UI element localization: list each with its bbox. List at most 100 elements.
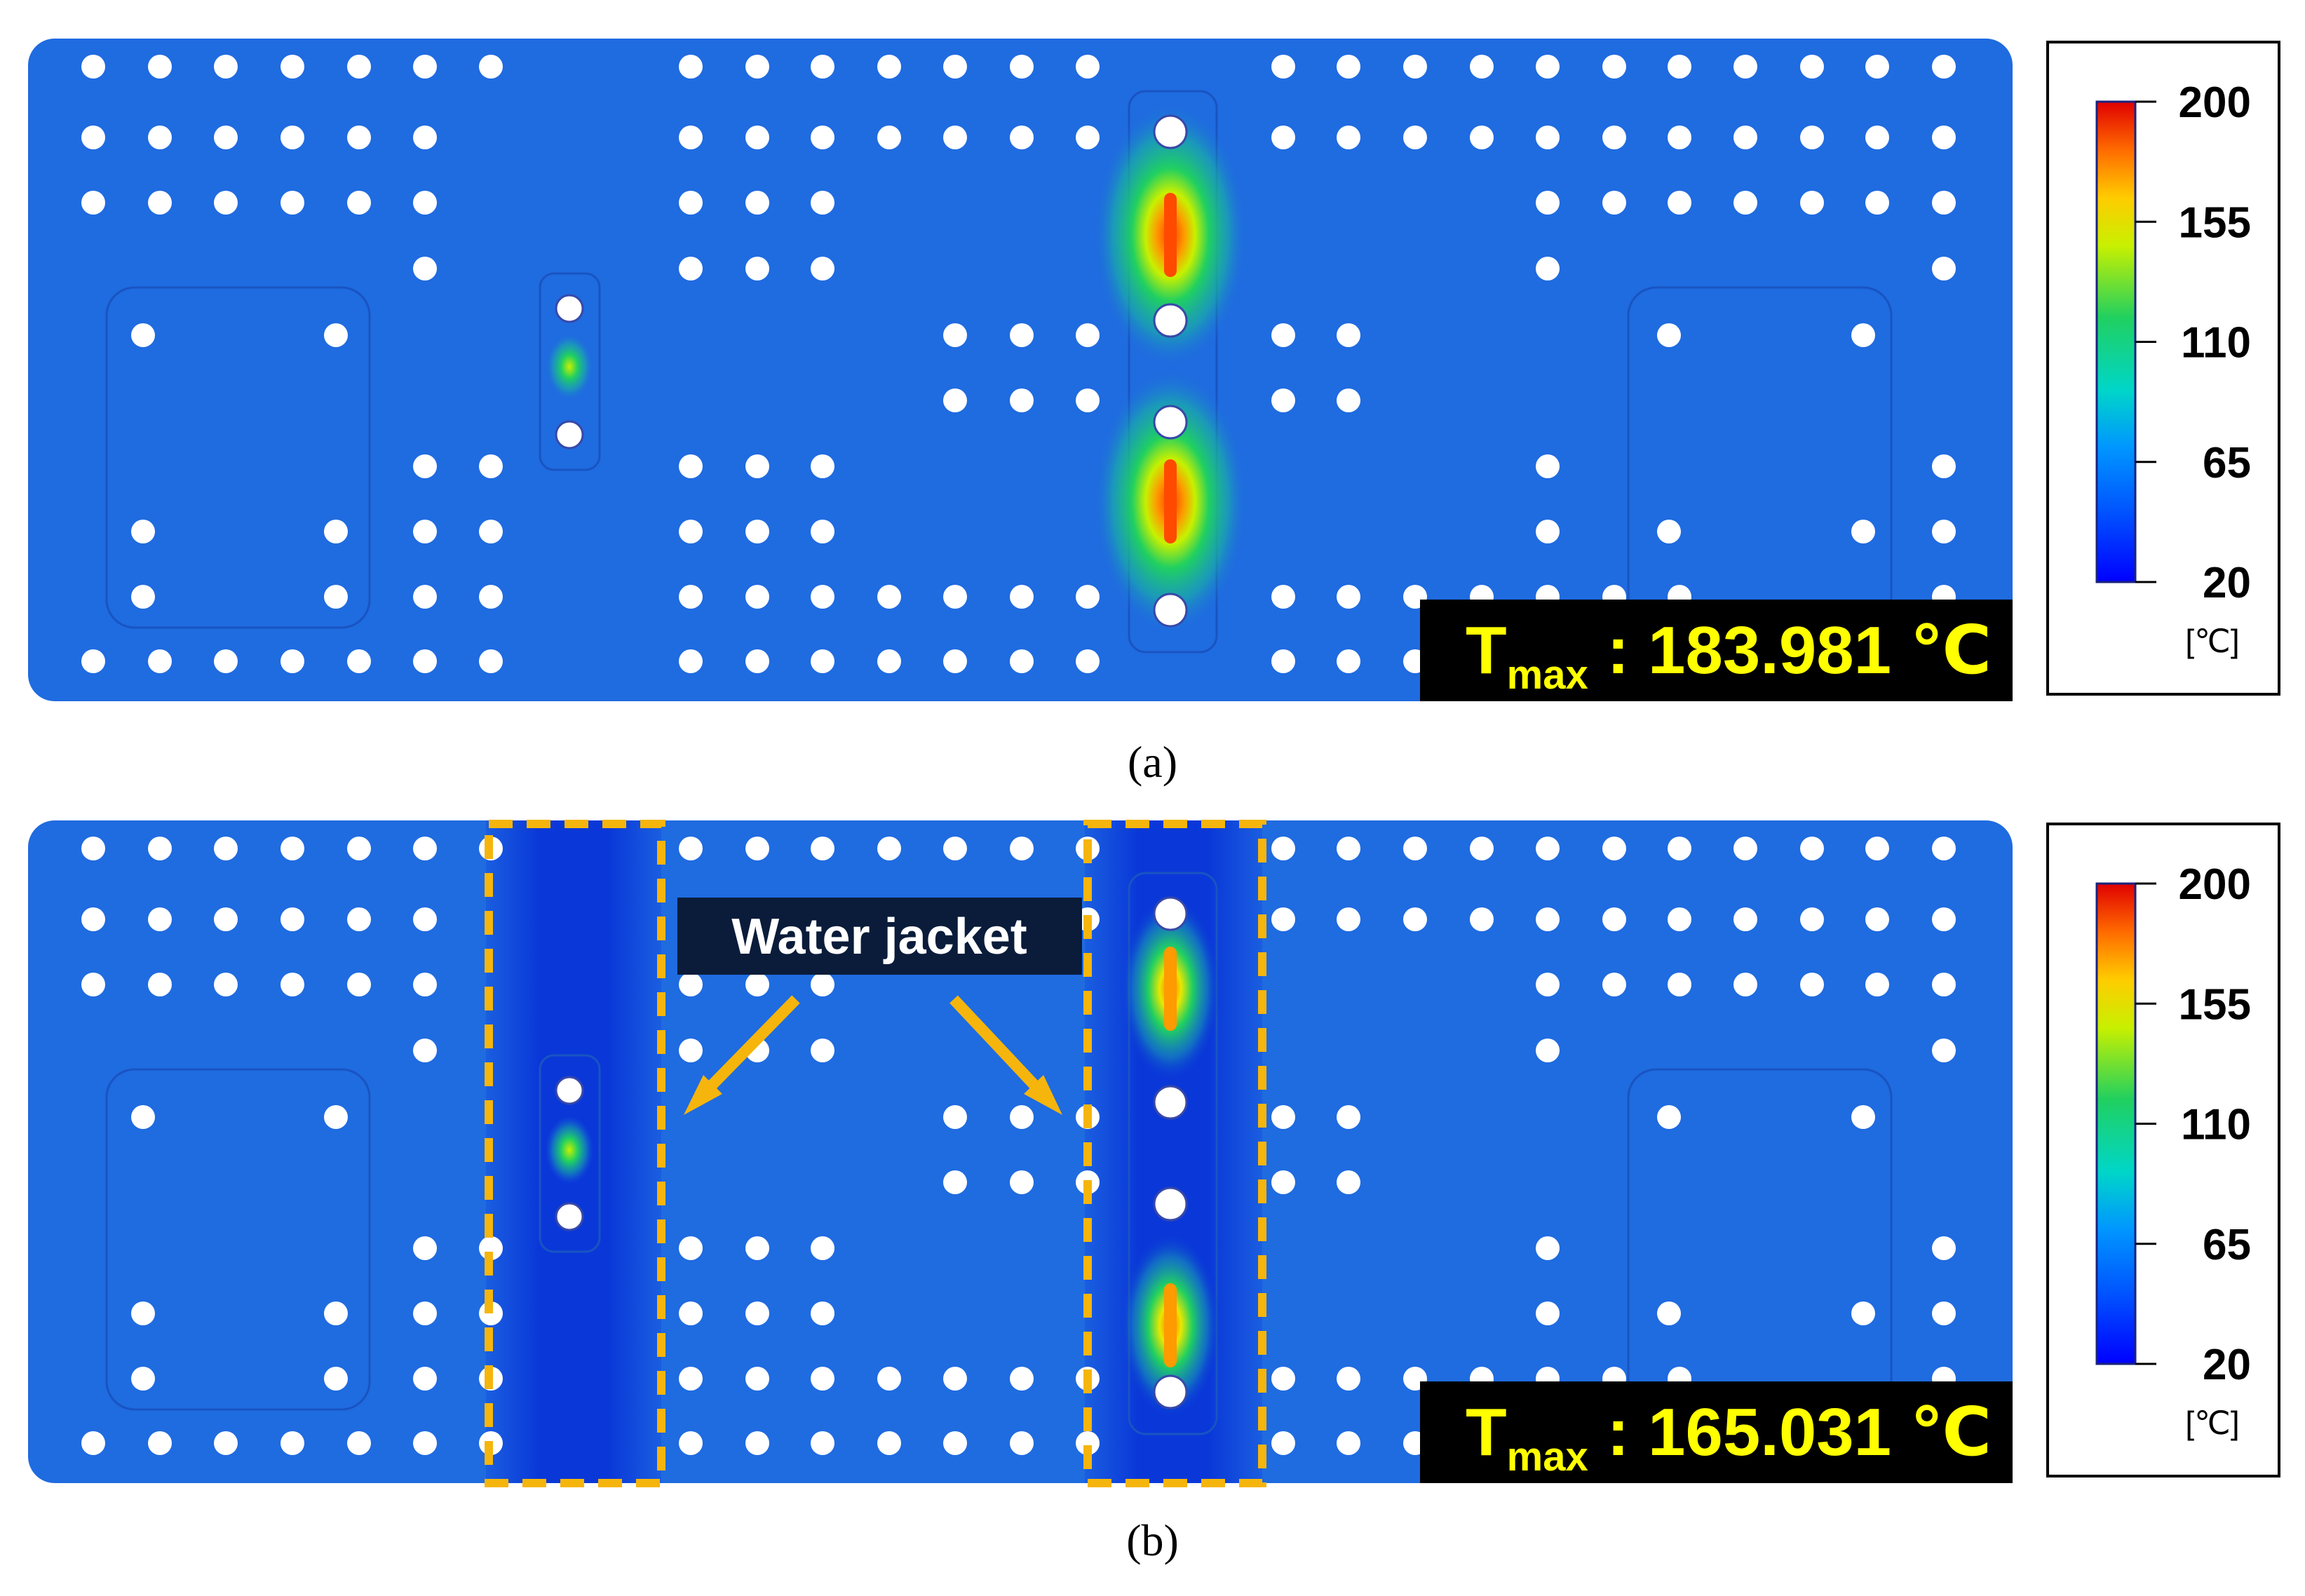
hole — [1668, 55, 1691, 79]
slot-hole — [1153, 1374, 1188, 1409]
hole — [1733, 907, 1757, 931]
hole — [679, 837, 703, 860]
hole — [413, 1301, 437, 1325]
hole — [679, 649, 703, 673]
hole — [1337, 1170, 1360, 1194]
hole — [214, 126, 238, 149]
hole — [479, 520, 503, 543]
hole — [1271, 585, 1295, 609]
colorbar-frame — [2046, 823, 2280, 1477]
hole — [81, 973, 105, 996]
hole — [214, 973, 238, 996]
slot-frame-large — [1128, 872, 1218, 1435]
hole — [1403, 837, 1427, 860]
hole — [1010, 126, 1034, 149]
tmax-subscript: max — [1507, 1434, 1588, 1480]
hole — [1800, 837, 1824, 860]
hole — [679, 1367, 703, 1391]
hole — [1271, 1170, 1295, 1194]
hole — [745, 191, 769, 215]
hole — [347, 837, 371, 860]
hole — [1932, 454, 1956, 478]
hole — [81, 126, 105, 149]
hole — [1733, 55, 1757, 79]
hole — [347, 649, 371, 673]
hole — [1271, 907, 1295, 931]
hole — [811, 1039, 834, 1062]
hole — [811, 191, 834, 215]
tmax-label: Tmax : 165.031 ℃ — [1466, 1395, 1992, 1480]
slot-frame-small — [539, 1054, 601, 1253]
hole — [148, 837, 172, 860]
hole — [347, 973, 371, 996]
hole — [745, 1431, 769, 1455]
hole — [745, 520, 769, 543]
water-jacket-callout-box — [677, 898, 1082, 975]
hole — [1668, 126, 1691, 149]
water-jacket-outline-left — [485, 820, 665, 1487]
hole — [943, 1431, 967, 1455]
slot-hole — [1153, 114, 1188, 149]
hole — [1337, 1105, 1360, 1129]
hot-spot-small — [546, 333, 593, 400]
slot-frame-large — [1128, 90, 1218, 654]
hole — [1865, 907, 1889, 931]
hole — [811, 585, 834, 609]
hole — [148, 649, 172, 673]
hot-core-upper — [1164, 193, 1177, 277]
hole — [1865, 191, 1889, 215]
hole — [280, 837, 304, 860]
colorbar-legend: 200 155 110 65 20 [℃] — [2046, 41, 2280, 696]
hole — [1536, 55, 1560, 79]
colorbar-gradient — [2095, 882, 2137, 1365]
hole — [479, 649, 503, 673]
hole — [1800, 55, 1824, 79]
hot-core-upper — [1164, 947, 1177, 1031]
hole — [214, 837, 238, 860]
hole — [1536, 520, 1560, 543]
hole — [1536, 257, 1560, 280]
hole — [1865, 55, 1889, 79]
tmax-prefix: T — [1466, 1395, 1507, 1470]
hole — [1800, 126, 1824, 149]
tmax-subscript: max — [1507, 652, 1588, 698]
tmax-prefix: T — [1466, 613, 1507, 688]
hole — [1536, 973, 1560, 996]
hole — [1865, 973, 1889, 996]
hole — [214, 55, 238, 79]
hole — [280, 191, 304, 215]
hole — [413, 1431, 437, 1455]
hole — [214, 191, 238, 215]
hot-core-lower — [1164, 459, 1177, 543]
slot-hole — [1153, 593, 1188, 628]
hole — [1010, 323, 1034, 347]
tmax-box — [1420, 600, 2013, 701]
hole — [745, 1367, 769, 1391]
hole — [413, 191, 437, 215]
colorbar-tick-label: 110 — [2181, 1101, 2251, 1149]
hole — [131, 520, 155, 543]
hole — [1271, 388, 1295, 412]
hole — [1800, 191, 1824, 215]
hole — [1470, 126, 1494, 149]
colorbar-tick-label: 20 — [2203, 559, 2251, 607]
hole — [1536, 191, 1560, 215]
hole — [1657, 520, 1681, 543]
colorbar-tick-label: 65 — [2203, 1221, 2251, 1269]
water-jacket-label: Water jacket — [731, 909, 1027, 965]
hole — [280, 973, 304, 996]
hole — [1602, 191, 1626, 215]
hole — [1851, 1301, 1875, 1325]
hole — [81, 1431, 105, 1455]
hole — [324, 323, 348, 347]
hole — [413, 126, 437, 149]
hole — [1271, 1367, 1295, 1391]
hole — [1851, 323, 1875, 347]
hole — [1076, 55, 1100, 79]
hole — [131, 1367, 155, 1391]
hole — [811, 837, 834, 860]
hole — [745, 837, 769, 860]
hole — [1932, 1301, 1956, 1325]
